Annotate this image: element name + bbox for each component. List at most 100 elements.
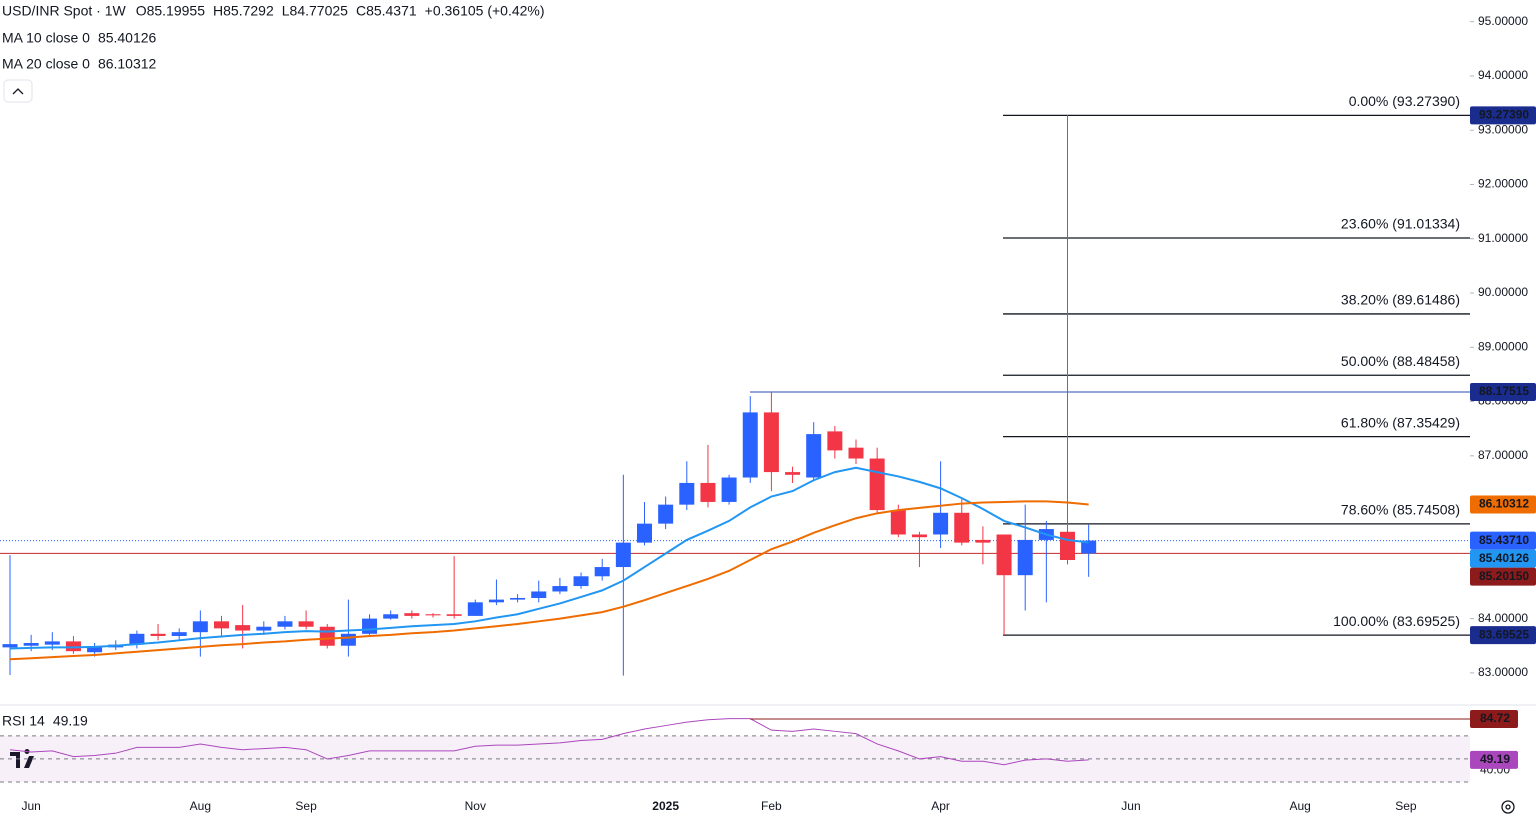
candle-body [2,644,18,648]
candle-body [1017,539,1033,576]
candle-body [488,599,504,603]
ma-value: 86.10312 [98,56,157,72]
price-tag [1470,106,1536,125]
ma-name: MA 20 close 0 [2,56,90,72]
ohlc-label: H [213,3,223,19]
rsi-tag [1470,709,1518,728]
candle-body [806,434,822,478]
change: +0.36105 (+0.42%) [425,3,545,19]
candle-body [340,633,356,646]
x-tick-label: 2025 [652,799,679,813]
gear [1501,800,1515,814]
y-tick-label: 92.00000 [1478,177,1528,191]
logo-mark [10,748,34,768]
ohlc-label: O [136,3,147,19]
candle-body [933,512,949,535]
ma-line [9,466,1089,650]
candle-body [869,458,885,511]
candle-body [721,477,737,502]
fib-label: 38.20% (89.61486) [1341,292,1460,308]
y-tick-label: 87.00000 [1478,448,1528,462]
candle-body [785,472,801,475]
fib-label: 78.60% (85.74508) [1341,502,1460,518]
candle-body [277,621,293,627]
candle-body [827,431,843,451]
fib-label: 0.00% (93.27390) [1349,93,1460,109]
x-tick-label: Sep [295,799,317,813]
fib-label: 61.80% (87.35429) [1341,414,1460,430]
candle-body [615,542,631,568]
candle-body [1081,540,1097,554]
candle-body [214,621,229,629]
candle-body [890,510,906,535]
rsi-tag-label: 84.72 [1480,711,1510,725]
candle-body [996,534,1012,576]
candle-body [700,482,716,502]
candle-body [235,625,251,631]
x-tick-label: Apr [931,799,950,813]
x-tick-label: Feb [761,799,782,813]
candle-body [467,602,483,616]
x-tick-label: Aug [190,799,211,813]
candle-body [383,614,399,619]
y-tick-label: 94.00000 [1478,68,1528,82]
ohlc-value: 85.7292 [223,3,274,19]
price-tag [1470,531,1536,550]
chart-title: USD/INR Spot · 1W [2,3,126,19]
price-tag [1470,567,1536,586]
candle-body [446,614,462,616]
price-tag-label: 85.20150 [1479,569,1529,583]
ohlc-label: C [356,3,366,19]
gear-hub [1505,804,1511,810]
candle-body [87,646,103,653]
y-tick-label: 95.00000 [1478,14,1528,28]
collapse-button[interactable] [3,79,33,103]
candle-body [319,626,335,646]
legend-header: USD/INR Spot · 1W O 85.19955 H 85.7292 L 84.77… [2,3,545,72]
y-tick-label: 89.00000 [1478,339,1528,353]
candle-body [256,626,272,631]
ma-value: 85.40126 [98,30,157,46]
candle-body [298,621,314,627]
ma-line [9,500,1089,661]
fib-label: 100.00% (83.69525) [1333,613,1460,629]
candle-body [552,586,568,592]
ohlc-label: L [282,3,290,19]
candle-body [637,523,652,543]
rsi-line [9,718,1089,766]
candle-body [763,412,779,473]
y-tick-label: 91.00000 [1478,231,1528,245]
price-tag-label: 85.40126 [1479,551,1529,565]
price-tag [1470,495,1536,514]
x-tick-label: Jun [21,799,40,813]
x-tick-label: Nov [465,799,486,813]
collapse-icon [12,88,24,95]
fib-label: 23.60% (91.01334) [1341,216,1460,232]
candle-body [658,504,674,524]
candle-body [192,621,208,633]
fib-label: 50.00% (88.48458) [1341,353,1460,369]
candle-body [362,618,378,634]
ohlc-value: 85.4371 [366,3,417,19]
price-tag-label: 85.43710 [1479,533,1529,547]
y-tick-label: 93.00000 [1478,122,1528,136]
settings-icon[interactable] [1501,800,1515,814]
price-tag [1470,383,1536,402]
candle-body [171,632,187,636]
candle-body [975,539,991,543]
candle-body [954,512,970,543]
price-tag [1470,626,1536,645]
price-tag-label: 83.69525 [1479,627,1529,641]
y-tick-label: 84.00000 [1478,611,1528,625]
y-tick-label: 83.00000 [1478,665,1528,679]
rsi-tag [1470,750,1518,769]
candle-body [573,576,589,587]
candle-body [404,613,420,616]
ma-name: MA 10 close 0 [2,30,90,46]
price-tag-label: 88.17515 [1479,384,1529,398]
x-tick-label: Jun [1121,799,1140,813]
rsi-name: RSI 14 [2,713,45,729]
ohlc-value: 85.19955 [147,3,206,19]
candle-body [129,633,145,645]
